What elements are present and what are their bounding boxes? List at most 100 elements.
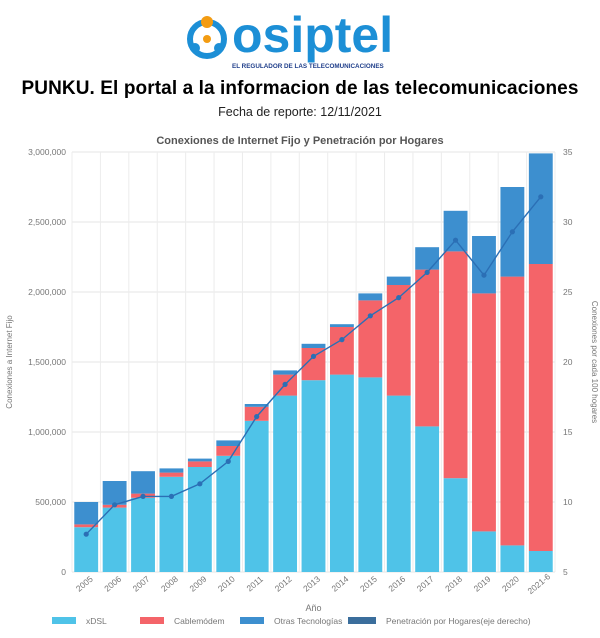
bar-segment [131, 497, 155, 572]
y-tick-label: 2,500,000 [28, 217, 66, 227]
bar-segment [443, 478, 468, 572]
bar-segment [443, 210, 468, 252]
y2-tick-label: 25 [563, 287, 573, 297]
bar-segment [386, 395, 411, 572]
line-point [282, 381, 288, 387]
x-axis-label: Año [305, 603, 321, 613]
bar-segment [386, 276, 411, 285]
y-tick-label: 0 [61, 567, 66, 577]
line-point [452, 237, 459, 243]
line-point [481, 272, 487, 278]
bar-segment [329, 327, 354, 375]
x-tick-label: 2021-6 [526, 571, 553, 596]
legend-label: xDSL [86, 616, 107, 626]
chart-title: Conexiones de Internet Fijo y Penetració… [156, 135, 443, 147]
line-point [367, 313, 373, 319]
bar-segment [472, 236, 496, 294]
chart-line [83, 194, 544, 537]
bar-segment [528, 264, 553, 551]
bar-segment [244, 404, 269, 407]
x-tick-label: 2013 [301, 574, 322, 594]
x-tick-label: 2014 [330, 574, 351, 594]
bar-segment [159, 468, 184, 473]
legend-label: Penetración por Hogares(eje derecho) [386, 616, 531, 626]
bar-segment [386, 285, 411, 396]
bar-segment [472, 293, 496, 532]
osiptel-logo-graphic: osiptel EL REGULADOR DE LAS TELECOMUNICA… [187, 7, 393, 70]
line-point [396, 295, 402, 301]
y-tick-label: 3,000,000 [28, 147, 66, 157]
legend-swatch [52, 617, 76, 624]
chart-svg: Conexiones de Internet Fijo y Penetració… [5, 135, 599, 626]
x-tick-label: 2007 [131, 574, 152, 594]
legend-swatch [140, 617, 164, 624]
bar-segment [159, 476, 184, 572]
bar-segment [358, 377, 383, 572]
y2-tick-label: 5 [563, 567, 568, 577]
bar-segment [216, 446, 241, 456]
y2-tick-label: 20 [563, 357, 573, 367]
bar-segment [131, 471, 155, 494]
bar-segment [216, 455, 241, 572]
bar-segment [102, 507, 127, 572]
bar-segment [187, 467, 212, 572]
x-tick-label: 2011 [245, 574, 266, 594]
bar-segment [301, 348, 326, 381]
legend-swatch [348, 617, 376, 624]
bar-segment [244, 420, 269, 572]
bar-segment [187, 458, 212, 462]
y2-axis-label: Conexiones por cada 100 hogares [590, 301, 599, 423]
y-axis-label: Conexiones a Internet Fijo [5, 315, 14, 409]
x-tick-label: 2018 [443, 574, 464, 594]
logo-tagline: EL REGULADOR DE LAS TELECOMUNICACIONES [232, 63, 384, 70]
chart-legend: xDSL Cablemódem Otras Tecnologías Penetraci… [52, 616, 531, 626]
x-tick-label: 2017 [415, 574, 436, 594]
bar-segment [273, 395, 298, 572]
bar-segment [273, 370, 298, 375]
line-point [424, 269, 430, 275]
logo-emblem-icon [187, 16, 227, 59]
bar-segment [415, 247, 440, 270]
x-tick-label: 2020 [500, 574, 521, 594]
bar-segment [415, 269, 440, 427]
y-tick-label: 1,000,000 [28, 427, 66, 437]
line-point [225, 458, 231, 464]
bar-segment [528, 153, 553, 264]
x-tick-label: 2006 [102, 574, 123, 594]
bar-segment [500, 545, 525, 572]
x-tick-label: 2009 [187, 574, 208, 594]
osiptel-logo: osiptel EL REGULADOR DE LAS TELECOMUNICA… [0, 6, 600, 76]
bar-segment [187, 461, 212, 467]
line-point [140, 493, 146, 499]
y2-tick-label: 10 [563, 497, 573, 507]
x-tick-label: 2016 [386, 574, 407, 594]
line-point [509, 229, 515, 235]
bar-segment [216, 440, 241, 446]
y-tick-label: 500,000 [35, 497, 66, 507]
bar-segment [415, 426, 440, 572]
line-point [310, 353, 317, 359]
line-point [197, 481, 203, 487]
legend-label: Otras Tecnologías [274, 616, 342, 626]
x-tick-label: 2005 [74, 574, 95, 594]
y-tick-label: 2,000,000 [28, 287, 66, 297]
bar-segment [500, 276, 525, 546]
bar-segment [74, 527, 99, 572]
x-tick-label: 2008 [159, 574, 180, 594]
line-point [112, 502, 118, 508]
line-point [83, 531, 89, 537]
line-point [254, 414, 260, 420]
x-tick-label: 2019 [472, 574, 493, 594]
line-point [168, 493, 175, 499]
y2-tick-label: 30 [563, 217, 573, 227]
line-point [538, 194, 544, 200]
legend-swatch [240, 617, 264, 624]
logo-wordmark: osiptel [232, 7, 393, 63]
bar-segment [329, 324, 354, 327]
bar-segment [301, 380, 326, 572]
line-point [339, 337, 345, 343]
bar-segment [74, 524, 99, 528]
bar-segment [159, 472, 184, 477]
bar-segment [358, 293, 383, 301]
y2-tick-label: 15 [563, 427, 573, 437]
